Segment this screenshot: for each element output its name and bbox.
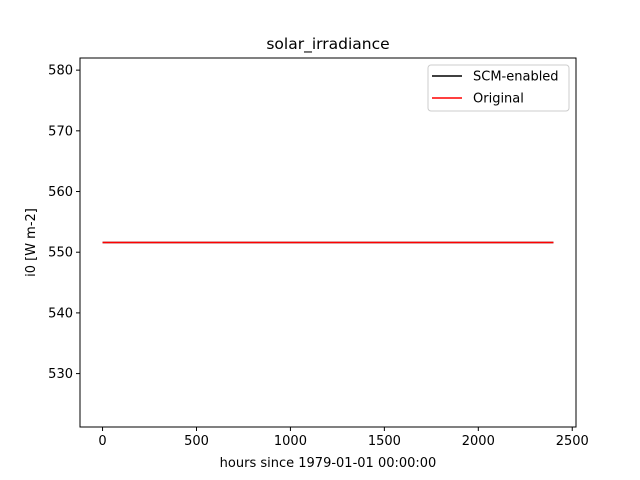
x-tick-label: 1000: [274, 434, 307, 449]
x-tick-label: 2500: [556, 434, 589, 449]
y-axis-ticks: 530 540 550 560 570 580: [48, 64, 80, 382]
legend-label: Original: [473, 92, 524, 107]
y-axis-label: i0 [W m-2]: [24, 208, 39, 277]
chart-title: solar_irradiance: [266, 35, 389, 54]
x-tick-label: 1500: [368, 434, 401, 449]
x-tick-label: 2000: [462, 434, 495, 449]
axes-frame: [79, 57, 577, 428]
x-axis-label: hours since 1979-01-01 00:00:00: [220, 456, 437, 471]
x-axis-ticks: 0 500 1000 1500 2000 2500: [98, 427, 589, 449]
x-tick-label: 500: [184, 434, 209, 449]
y-tick-label: 550: [48, 246, 73, 261]
legend-label: SCM-enabled: [473, 70, 559, 85]
legend-box: [427, 64, 570, 112]
y-tick-label: 540: [48, 306, 73, 321]
legend: SCM-enabled Original: [427, 64, 570, 112]
y-tick-label: 570: [48, 124, 73, 139]
y-tick-label: 530: [48, 367, 73, 382]
x-tick-label: 0: [98, 434, 106, 449]
y-tick-label: 560: [48, 185, 73, 200]
y-tick-label: 580: [48, 64, 73, 79]
